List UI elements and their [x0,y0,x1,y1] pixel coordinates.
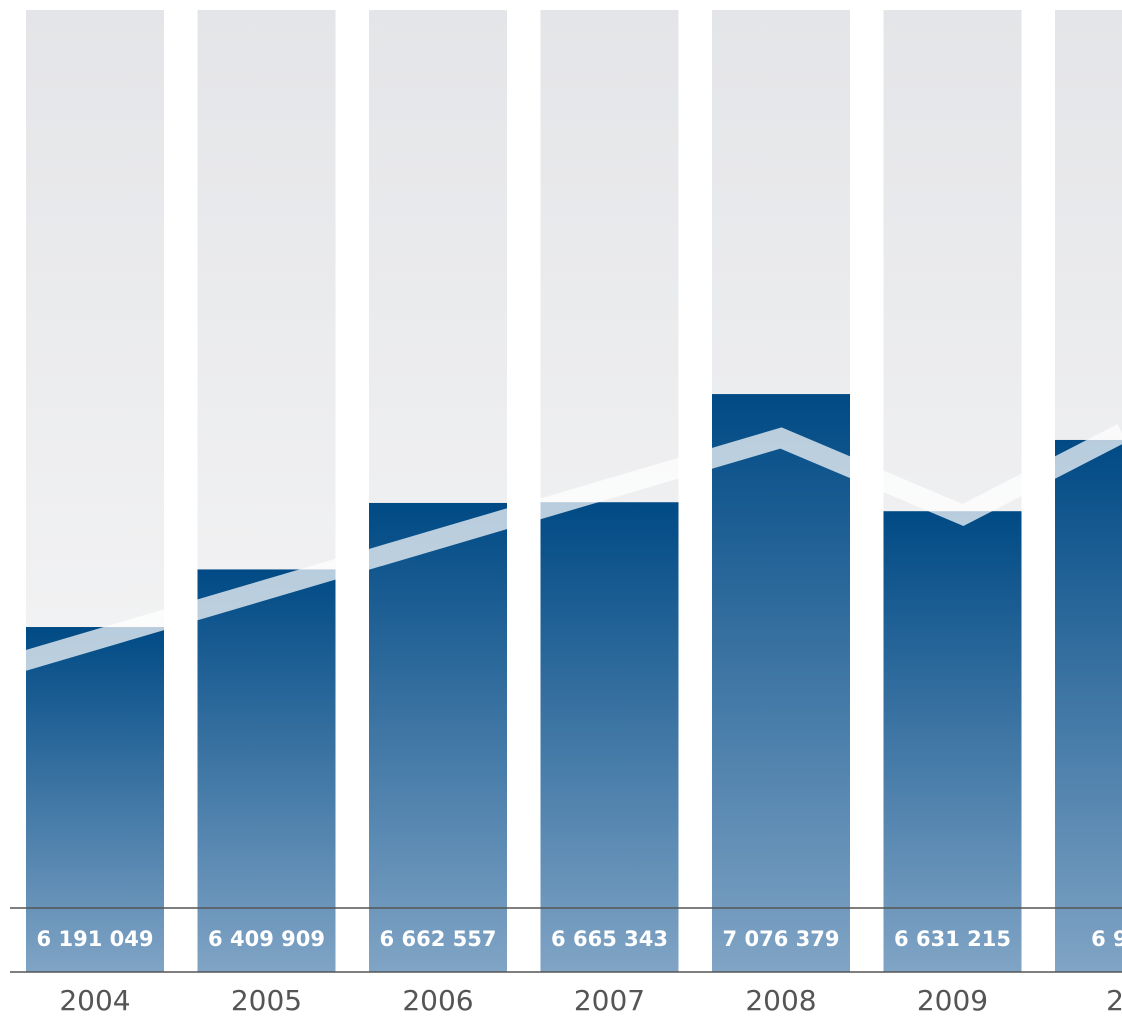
x-tick-label: 20 [1106,984,1122,1017]
value-label: 6 191 049 [37,927,154,951]
value-label: 6 662 557 [380,927,497,951]
value-label: 6 902 [1091,927,1122,951]
bar [712,394,850,973]
bars [26,394,1122,973]
value-label: 6 665 343 [551,927,668,951]
x-tick-label: 2006 [402,984,473,1017]
x-tick-label: 2004 [59,984,130,1017]
x-tick-label: 2005 [231,984,302,1017]
value-label: 6 631 215 [894,927,1011,951]
bar [883,511,1022,972]
bar [197,569,336,972]
bar [1055,439,1122,972]
labels: 6 191 049 2004 6 409 909 2005 6 662 557 2006 6… [37,927,1122,1017]
value-label: 7 076 379 [723,927,840,951]
x-tick-label: 2008 [745,984,816,1017]
x-tick-label: 2009 [917,984,988,1017]
x-tick-label: 2007 [574,984,645,1017]
trend-band [0,424,1122,678]
value-label: 6 409 909 [208,927,325,951]
bar [540,502,679,972]
bar [26,627,164,972]
bar [369,502,507,972]
